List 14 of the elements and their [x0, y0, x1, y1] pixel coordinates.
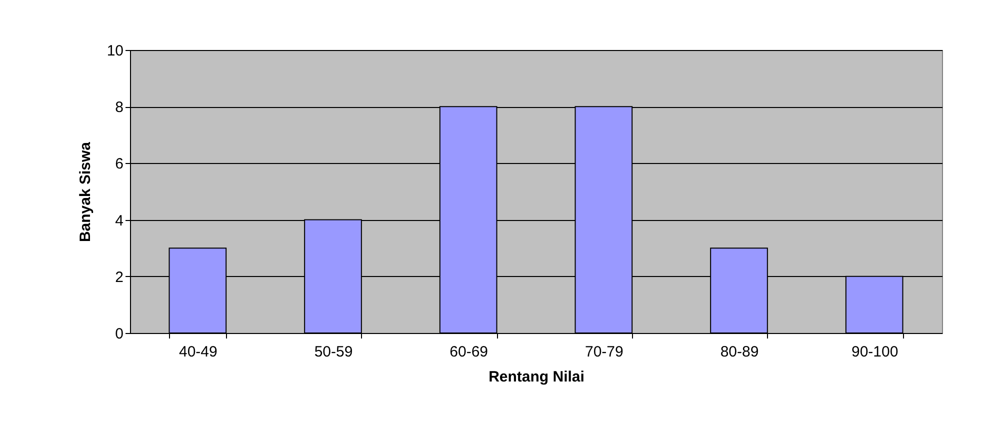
y-axis-title: Banyak Siswa — [76, 141, 94, 242]
y-tick-label: 2 — [115, 268, 124, 286]
x-tick-label: 40-49 — [178, 344, 218, 360]
x-tick-label: 80-89 — [720, 344, 759, 360]
y-tick-label: 6 — [115, 156, 124, 173]
x-tick-label: 90-100 — [851, 344, 898, 360]
y-tick-label: 8 — [115, 99, 124, 116]
y-tick-label: 0 — [115, 326, 124, 342]
x-axis-title: Rentang Nilai — [488, 368, 584, 386]
x-tick-label: 50-59 — [314, 344, 353, 360]
x-tick-label: 60-69 — [450, 344, 488, 360]
y-tick-label: 10 — [106, 42, 124, 60]
y-tick-label: 4 — [115, 212, 124, 230]
x-tick-label: 70-79 — [584, 344, 624, 360]
